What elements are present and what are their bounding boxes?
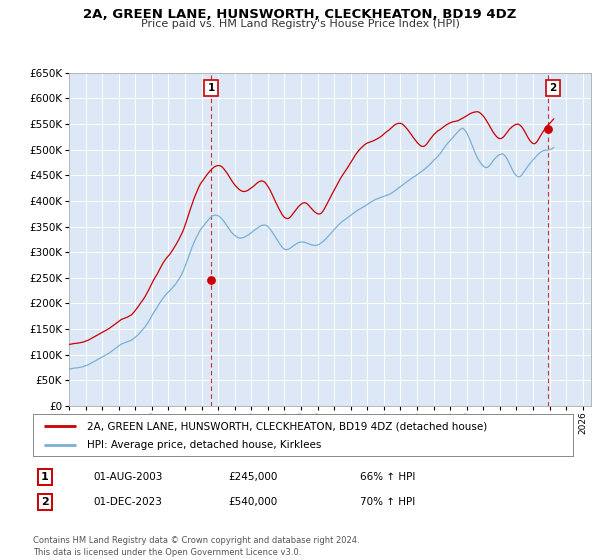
Text: 1: 1 <box>41 472 49 482</box>
Text: £245,000: £245,000 <box>228 472 277 482</box>
Text: Price paid vs. HM Land Registry's House Price Index (HPI): Price paid vs. HM Land Registry's House … <box>140 19 460 29</box>
Text: 70% ↑ HPI: 70% ↑ HPI <box>360 497 415 507</box>
Text: 66% ↑ HPI: 66% ↑ HPI <box>360 472 415 482</box>
Text: 2A, GREEN LANE, HUNSWORTH, CLECKHEATON, BD19 4DZ: 2A, GREEN LANE, HUNSWORTH, CLECKHEATON, … <box>83 8 517 21</box>
Text: 2A, GREEN LANE, HUNSWORTH, CLECKHEATON, BD19 4DZ (detached house): 2A, GREEN LANE, HUNSWORTH, CLECKHEATON, … <box>87 421 487 431</box>
Text: Contains HM Land Registry data © Crown copyright and database right 2024.
This d: Contains HM Land Registry data © Crown c… <box>33 536 359 557</box>
Text: 1: 1 <box>208 83 215 93</box>
Text: 01-DEC-2023: 01-DEC-2023 <box>93 497 162 507</box>
Point <box>206 276 216 285</box>
Text: HPI: Average price, detached house, Kirklees: HPI: Average price, detached house, Kirk… <box>87 440 322 450</box>
Text: 2: 2 <box>550 83 557 93</box>
Text: £540,000: £540,000 <box>228 497 277 507</box>
Text: 01-AUG-2003: 01-AUG-2003 <box>93 472 163 482</box>
Text: 2: 2 <box>41 497 49 507</box>
Point <box>544 125 553 134</box>
